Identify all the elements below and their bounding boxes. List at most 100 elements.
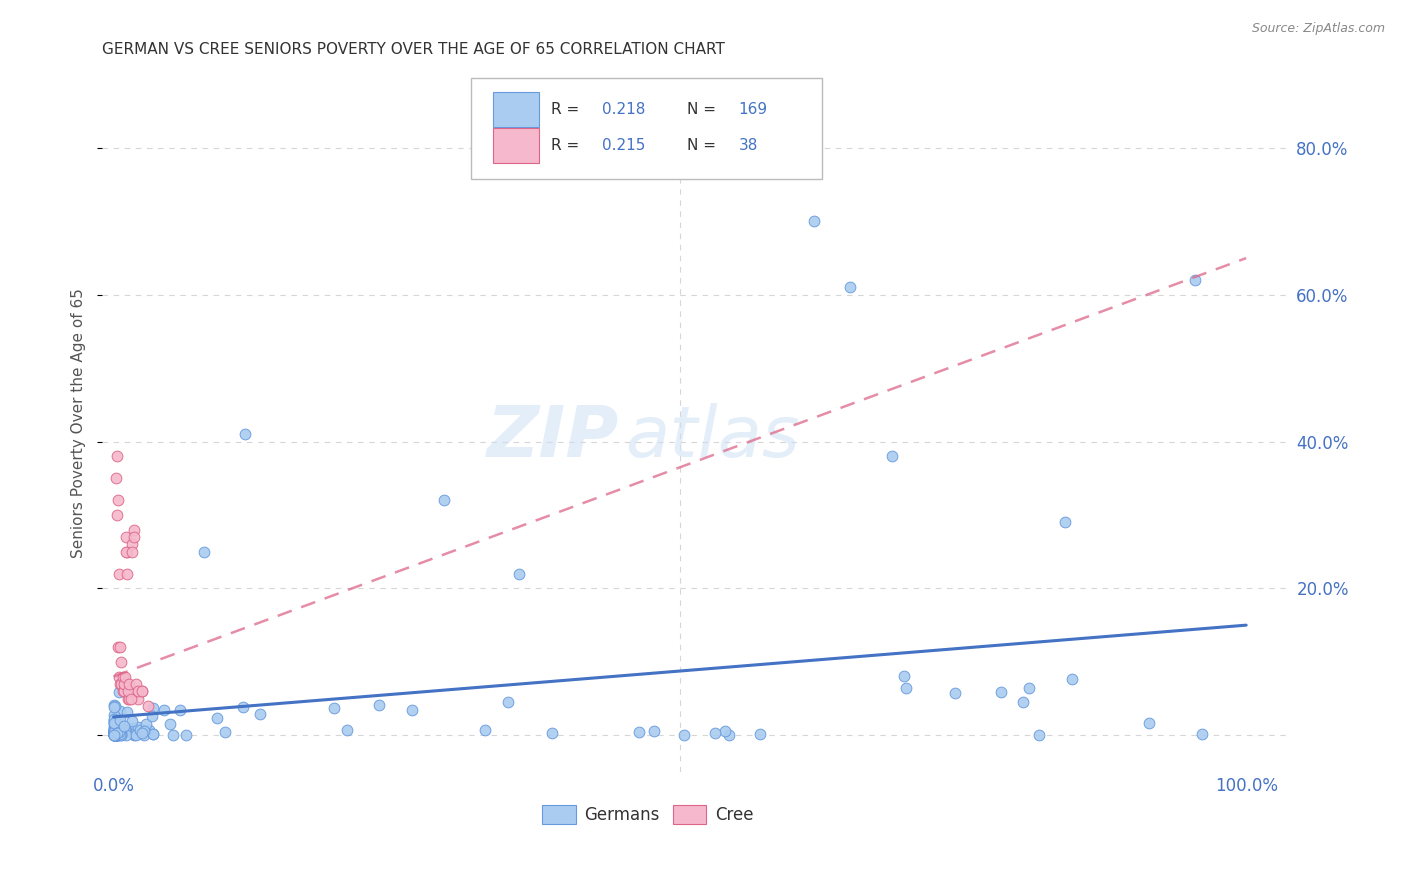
Point [120,722,142,736]
Text: 169: 169 [738,102,768,117]
Text: 0.218: 0.218 [602,102,645,117]
Point [110,704,132,718]
Point [115,728,138,742]
Point [131,684,153,698]
Point [104,727,127,741]
Point [205,711,228,725]
Point [112,677,135,691]
Point [104,713,127,727]
Point [174,728,197,742]
Point [121,714,143,728]
Point [125,728,148,742]
Point [108,566,131,581]
Point [118,677,141,691]
Point [943,686,966,700]
Point [627,725,650,739]
Point [990,684,1012,698]
Point [128,723,150,737]
Point [103,721,125,735]
Point [131,726,153,740]
Point [103,728,125,742]
Point [132,723,155,737]
Point [104,717,127,731]
Point [104,726,127,740]
Point [110,722,132,736]
Point [136,698,159,713]
Point [474,723,496,737]
Point [105,727,128,741]
Point [105,727,128,741]
Point [717,728,740,742]
Text: ZIP: ZIP [488,402,620,472]
Point [541,725,564,739]
Point [103,723,125,737]
Point [105,721,128,735]
Point [1184,273,1206,287]
Point [118,723,141,738]
Point [127,720,149,734]
Point [152,703,174,717]
Y-axis label: Seniors Poverty Over the Age of 65: Seniors Poverty Over the Age of 65 [72,288,86,558]
Point [103,727,125,741]
Point [121,721,143,735]
Point [103,714,125,728]
Point [249,706,271,721]
FancyBboxPatch shape [673,805,706,824]
Point [103,723,125,737]
Point [127,691,149,706]
Point [880,450,903,464]
Point [748,726,770,740]
Point [115,545,138,559]
Text: N =: N = [688,138,721,153]
Text: Germans: Germans [583,805,659,823]
Point [114,677,136,691]
Point [107,727,129,741]
Point [105,728,128,742]
Point [104,728,127,742]
Point [104,698,127,713]
Point [193,545,215,559]
Point [120,691,142,706]
Point [107,728,129,742]
Point [104,726,127,740]
Point [121,545,143,559]
Text: Cree: Cree [714,805,754,823]
Text: 38: 38 [738,138,758,153]
Point [122,728,145,742]
Point [336,723,359,737]
FancyBboxPatch shape [543,805,575,824]
Point [169,703,191,717]
Point [839,280,862,294]
Point [111,727,134,741]
Point [104,728,127,742]
Point [122,530,145,544]
Point [112,719,135,733]
Point [110,655,132,669]
Point [433,493,456,508]
Point [104,717,127,731]
Point [110,726,132,740]
Point [134,723,156,738]
Text: GERMAN VS CREE SENIORS POVERTY OVER THE AGE OF 65 CORRELATION CHART: GERMAN VS CREE SENIORS POVERTY OVER THE … [103,42,725,57]
Point [110,728,132,742]
Point [672,728,695,742]
Point [107,724,129,739]
Point [103,723,125,737]
Point [105,724,128,739]
Point [108,715,131,730]
Point [103,724,125,739]
Point [803,214,825,228]
Point [322,701,344,715]
Point [141,708,163,723]
Point [103,728,125,742]
Point [1012,695,1035,709]
Point [114,724,136,739]
Point [103,716,125,731]
Point [103,728,125,742]
Point [121,537,143,551]
Text: Source: ZipAtlas.com: Source: ZipAtlas.com [1251,22,1385,36]
Point [125,677,148,691]
Point [117,705,139,719]
Point [104,723,127,738]
Point [105,716,128,731]
